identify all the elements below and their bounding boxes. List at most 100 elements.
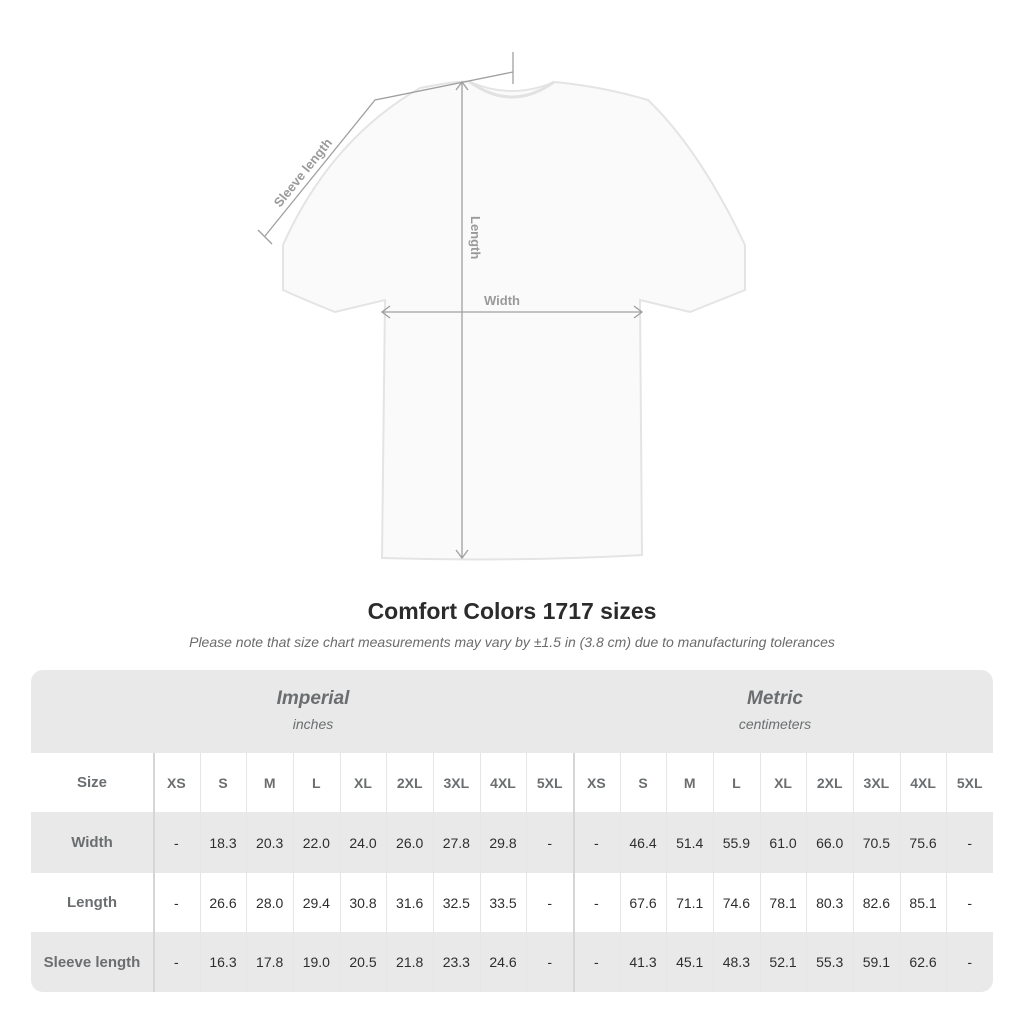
column-divider <box>433 753 435 992</box>
imperial-value-cell: 26.6 <box>209 894 237 911</box>
metric-value-cell: 74.6 <box>722 894 750 911</box>
column-divider <box>479 753 481 992</box>
imperial-value-cell: 29.8 <box>489 834 517 851</box>
metric-value-cell: 82.6 <box>862 894 890 911</box>
metric-title: Metric <box>747 688 803 709</box>
size-table: Imperial inches Metric centimeters Size X… <box>31 670 993 992</box>
size-column-header: 4XL <box>490 774 516 791</box>
imperial-value-cell: 16.3 <box>209 954 237 970</box>
column-divider <box>246 753 248 992</box>
size-column-header: L <box>732 774 741 791</box>
imperial-value-cell: - <box>547 954 553 970</box>
metric-value-cell: 75.6 <box>909 834 937 851</box>
imperial-value-cell: 27.8 <box>442 834 470 851</box>
column-divider <box>199 753 201 992</box>
size-column-header: XS <box>587 774 606 791</box>
metric-value-cell: 51.4 <box>676 834 704 851</box>
imperial-value-cell: 32.5 <box>442 894 470 911</box>
imperial-value-cell: 30.8 <box>349 894 377 911</box>
header-band <box>31 670 993 753</box>
imperial-value-cell: 20.3 <box>256 834 284 851</box>
size-column-header: 5XL <box>536 774 563 791</box>
imperial-value-cell: 26.0 <box>396 834 424 851</box>
imperial-value-cell: 17.8 <box>256 954 284 970</box>
metric-unit: centimeters <box>738 716 812 732</box>
page-title: Comfort Colors 1717 sizes <box>367 598 657 624</box>
metric-value-cell: 55.3 <box>816 954 844 970</box>
metric-value-cell: 80.3 <box>816 894 844 911</box>
metric-value-cell: 62.6 <box>909 954 937 970</box>
column-divider <box>946 753 948 992</box>
metric-value-cell: - <box>594 894 599 911</box>
metric-value-cell: - <box>967 834 973 851</box>
size-column-header: M <box>263 774 276 791</box>
size-column-header: M <box>683 774 696 791</box>
column-divider <box>573 753 576 992</box>
column-divider <box>806 753 808 992</box>
row-band <box>31 932 993 992</box>
size-column-header: 5XL <box>956 774 983 791</box>
imperial-value-cell: - <box>547 834 553 851</box>
column-divider <box>899 753 901 992</box>
tshirt-diagram: Sleeve length Length Width <box>257 52 746 561</box>
imperial-value-cell: 24.0 <box>349 834 377 851</box>
length-label: Length <box>468 216 483 259</box>
column-divider <box>713 753 715 992</box>
metric-value-cell: 48.3 <box>722 954 750 970</box>
metric-value-cell: 67.6 <box>629 894 657 911</box>
imperial-value-cell: 23.3 <box>442 954 470 970</box>
size-column-header: 3XL <box>863 774 890 791</box>
metric-value-cell: 61.0 <box>769 834 797 851</box>
metric-value-cell: - <box>594 834 599 851</box>
metric-value-cell: - <box>967 954 973 970</box>
row-label: Sleeve length <box>43 953 141 971</box>
size-header: Size <box>76 774 107 791</box>
imperial-value-cell: 22.0 <box>302 834 330 851</box>
metric-value-cell: - <box>967 894 973 911</box>
size-column-header: 2XL <box>396 774 423 791</box>
imperial-value-cell: 19.0 <box>302 954 330 970</box>
size-column-header: S <box>218 774 228 791</box>
width-label: Width <box>484 293 520 308</box>
metric-group: Metric centimeters <box>573 670 977 753</box>
imperial-title: Imperial <box>276 688 350 709</box>
column-divider <box>619 753 621 992</box>
imperial-value-cell: - <box>547 894 553 911</box>
size-column-header: S <box>638 774 648 791</box>
metric-value-cell: 78.1 <box>769 894 797 911</box>
imperial-value-cell: 20.5 <box>349 954 377 970</box>
metric-value-cell: 46.4 <box>629 834 657 851</box>
row-label: Width <box>71 834 113 851</box>
size-column-header: XL <box>354 774 372 791</box>
imperial-value-cell: 21.8 <box>396 954 424 970</box>
column-divider <box>339 753 341 992</box>
imperial-value-cell: 29.4 <box>302 894 330 911</box>
metric-value-cell: 66.0 <box>816 834 844 851</box>
imperial-value-cell: - <box>173 834 179 851</box>
column-divider <box>853 753 855 992</box>
imperial-group: Imperial inches <box>153 670 473 753</box>
size-column-header: XL <box>774 774 792 791</box>
metric-value-cell: 41.3 <box>629 954 657 970</box>
row-band <box>31 812 993 873</box>
metric-value-cell: 55.9 <box>722 834 750 851</box>
imperial-value-cell: 31.6 <box>396 894 424 911</box>
imperial-value-cell: 24.6 <box>489 954 517 970</box>
imperial-value-cell: 33.5 <box>489 894 517 911</box>
imperial-unit: inches <box>292 716 334 732</box>
size-column-header: 3XL <box>443 774 470 791</box>
metric-value-cell: 52.1 <box>769 954 797 970</box>
row-label: Length <box>67 894 117 911</box>
measure-lines <box>257 52 644 560</box>
column-divider <box>293 753 294 992</box>
column-divider <box>666 753 668 992</box>
metric-value-cell: 59.1 <box>862 954 890 970</box>
metric-value-cell: 71.1 <box>676 894 704 911</box>
column-divider <box>386 753 388 992</box>
tshirt-image <box>282 80 746 561</box>
size-column-header: 4XL <box>910 774 936 791</box>
imperial-value-cell: - <box>173 894 179 911</box>
metric-value-cell: - <box>594 954 599 970</box>
size-column-header: L <box>312 774 321 791</box>
imperial-value-cell: 28.0 <box>256 894 284 911</box>
